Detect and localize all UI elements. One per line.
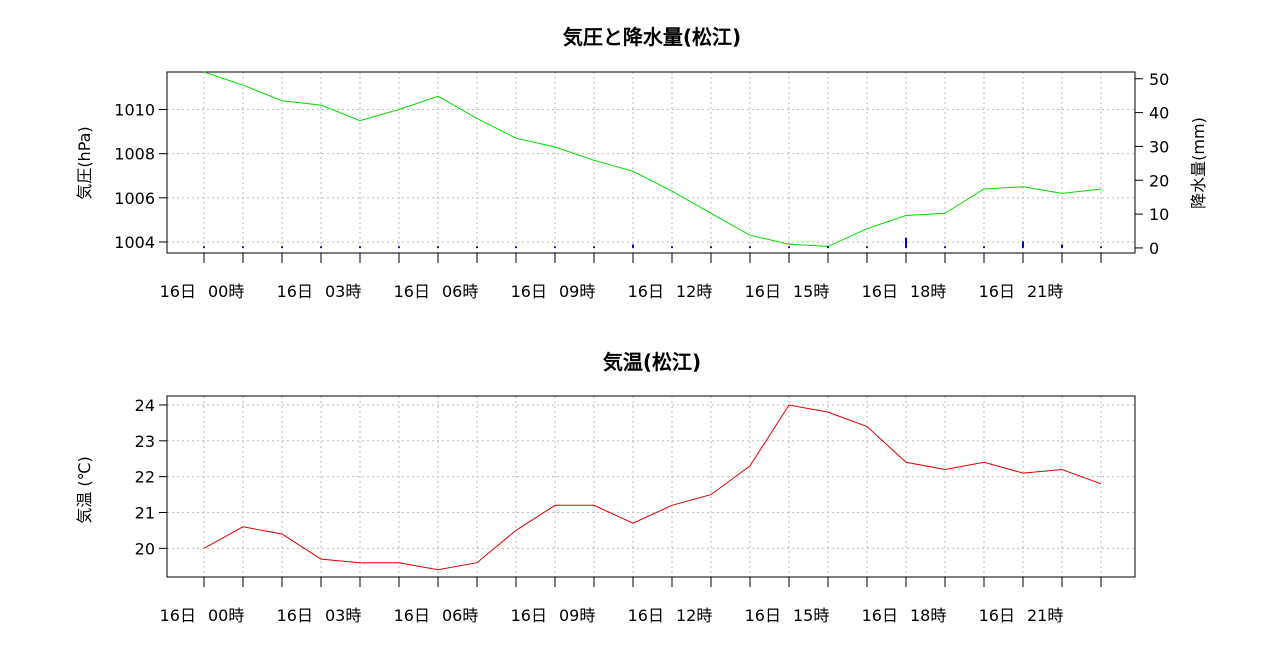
precip-bar xyxy=(788,246,790,248)
precip-bar xyxy=(905,237,907,248)
precip-bar xyxy=(554,246,556,248)
temperature-chart: 気温(松江) 20 21 22 23 24 16日 00時 16日 03時 16日 06時 16日 09… xyxy=(75,350,1136,625)
x-tick-label-hour: 00時 xyxy=(208,606,244,625)
x-tick-label-hour: 06時 xyxy=(442,282,478,301)
y-tick-label: 1006 xyxy=(114,189,155,208)
precip-bar xyxy=(827,246,829,248)
y2-tick-label: 10 xyxy=(1149,205,1169,224)
y2-tick-label: 40 xyxy=(1149,104,1169,123)
x-tick-label-day: 16日 xyxy=(628,282,664,301)
x-tick-label-day: 16日 xyxy=(979,606,1015,625)
x-tick-label-hour: 21時 xyxy=(1027,282,1063,301)
x-tick-label-hour: 09時 xyxy=(559,282,595,301)
x-tick-label-hour: 18時 xyxy=(910,282,946,301)
y2-tick-label: 20 xyxy=(1149,171,1169,190)
y-tick-label: 1010 xyxy=(114,101,155,120)
y-tick-label: 22 xyxy=(135,468,155,487)
x-tick-label-hour: 09時 xyxy=(559,606,595,625)
x-tick-label-day: 16日 xyxy=(979,282,1015,301)
x-tick-label-hour: 15時 xyxy=(793,282,829,301)
pressure-series-layer xyxy=(203,71,1102,248)
temperature-line xyxy=(203,404,1102,571)
precip-bar xyxy=(242,246,244,248)
y-tick-label: 1004 xyxy=(114,233,155,252)
pressure-y-axis-label: 気圧(hPa) xyxy=(75,126,94,199)
precip-bar xyxy=(320,246,322,248)
x-tick-label-day: 16日 xyxy=(394,282,430,301)
precip-bar xyxy=(632,244,634,248)
precip-bar xyxy=(476,246,478,248)
x-tick-label-day: 16日 xyxy=(394,606,430,625)
x-tick-label-day: 16日 xyxy=(628,606,664,625)
pressure-plot-frame xyxy=(166,71,1136,254)
precip-bar xyxy=(203,246,205,248)
x-tick-label-hour: 06時 xyxy=(442,606,478,625)
x-tick-label-day: 16日 xyxy=(277,282,313,301)
x-tick-label-day: 16日 xyxy=(160,606,196,625)
x-tick-label-hour: 03時 xyxy=(325,606,361,625)
x-tick-label-hour: 12時 xyxy=(676,606,712,625)
x-tick-label-hour: 15時 xyxy=(793,606,829,625)
x-tick-label-day: 16日 xyxy=(862,282,898,301)
x-tick-label-day: 16日 xyxy=(862,606,898,625)
x-tick-label-hour: 00時 xyxy=(208,282,244,301)
x-tick-label-day: 16日 xyxy=(511,282,547,301)
x-tick-label-day: 16日 xyxy=(160,282,196,301)
precip-bar xyxy=(359,246,361,248)
x-tick-label-hour: 21時 xyxy=(1027,606,1063,625)
y-tick-label: 21 xyxy=(135,503,155,522)
precip-bar xyxy=(1022,241,1024,248)
y-tick-label: 1008 xyxy=(114,145,155,164)
x-tick-label-hour: 18時 xyxy=(910,606,946,625)
precip-bar xyxy=(749,246,751,248)
precip-bar xyxy=(515,246,517,248)
precip-bar xyxy=(983,246,985,248)
precip-bar xyxy=(671,246,673,248)
y-tick-label: 20 xyxy=(135,539,155,558)
precip-bar xyxy=(437,246,439,248)
temperature-grid xyxy=(167,396,1135,577)
x-tick-label-day: 16日 xyxy=(277,606,313,625)
y2-tick-label: 0 xyxy=(1149,239,1159,258)
x-tick-label-day: 16日 xyxy=(511,606,547,625)
temperature-y-axis-label: 気温 (℃) xyxy=(75,456,94,524)
temperature-series-layer xyxy=(203,404,1102,571)
x-tick-label-hour: 12時 xyxy=(676,282,712,301)
precip-bar xyxy=(1061,244,1063,248)
temperature-plot-frame xyxy=(166,395,1136,578)
temperature-chart-title: 気温(松江) xyxy=(603,350,701,374)
precip-bar xyxy=(1100,246,1102,248)
pressure-chart-title: 気圧と降水量(松江) xyxy=(563,25,741,49)
pressure-line xyxy=(203,71,1102,247)
x-tick-label-hour: 03時 xyxy=(325,282,361,301)
pressure-grid xyxy=(167,72,1135,253)
x-tick-label-day: 16日 xyxy=(745,282,781,301)
precip-bar xyxy=(398,246,400,248)
precip-bar xyxy=(866,246,868,248)
y-tick-label: 23 xyxy=(135,432,155,451)
pressure-axes: 1004 1006 1008 1010 0 10 20 30 40 50 16日 00時 16日 03時 1… xyxy=(114,70,1169,301)
precip-bar xyxy=(944,246,946,248)
y-tick-label: 24 xyxy=(135,396,155,415)
pressure-precip-chart: 気圧と降水量(松江) 1004 1006 1008 1010 0 10 20 30 40 50 16… xyxy=(75,25,1208,301)
precip-y-axis-label: 降水量(mm) xyxy=(1189,117,1208,209)
y2-tick-label: 50 xyxy=(1149,70,1169,89)
precip-bar xyxy=(281,246,283,248)
precip-bar xyxy=(593,246,595,248)
precip-bar xyxy=(710,246,712,248)
temperature-axes: 20 21 22 23 24 16日 00時 16日 03時 16日 06時 16日 09時 16日 12時… xyxy=(135,396,1102,625)
x-tick-label-day: 16日 xyxy=(745,606,781,625)
y2-tick-label: 30 xyxy=(1149,137,1169,156)
